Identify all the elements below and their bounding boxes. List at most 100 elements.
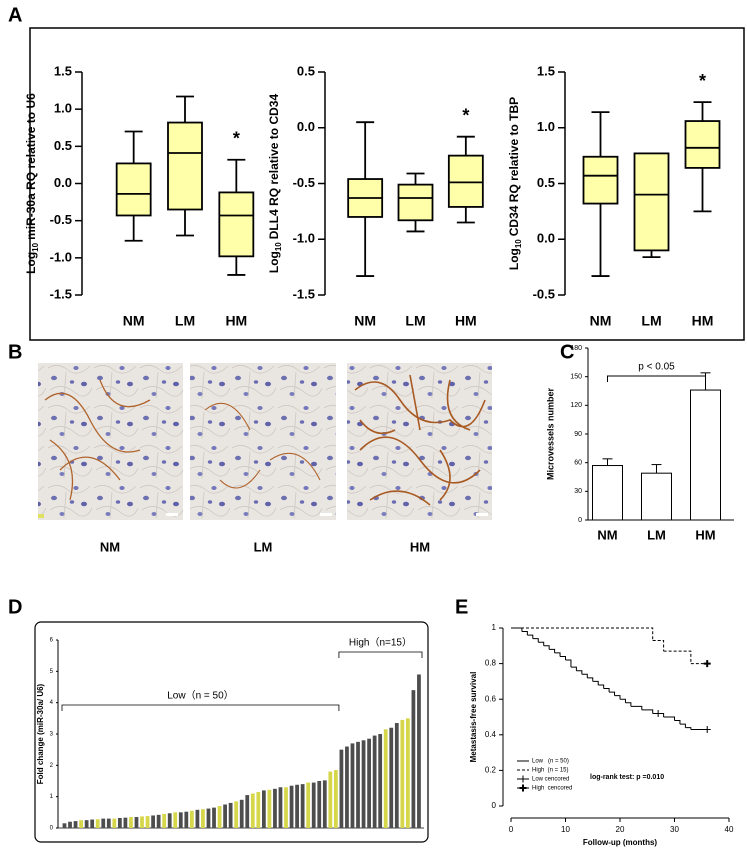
survival-step [620,698,626,703]
bar [322,780,327,828]
survival-step [549,648,556,653]
y-tick-label: 0 [50,826,54,832]
y-axis-label: Microvessels number [545,387,555,480]
y-label-log: Log [507,248,521,270]
micrograph [190,363,336,520]
bar [112,818,117,828]
y-tick-label: 5 [50,669,54,675]
bar [378,734,383,828]
survival-step [565,659,572,668]
x-tick-label: LM [647,527,666,542]
survival-step [609,691,616,696]
bar [184,811,189,828]
y-tick-label: 1 [492,623,497,632]
bar [328,771,333,828]
y-tick-label: -0.5 [50,212,72,227]
bar [217,806,222,828]
significance-mark: * [233,128,240,148]
bar [234,801,239,828]
y-tick-label: 1 [50,794,54,800]
panel-frame [29,27,745,341]
bar [256,791,261,828]
survival-step [652,639,665,652]
bar [350,743,355,828]
bar [212,807,216,828]
bar [372,735,377,828]
bar [117,817,122,828]
y-tick-label: 0.5 [54,138,72,153]
bar [267,789,272,828]
y-tick-label: -1.5 [50,286,72,301]
y-label-text: CD34 RQ relative to TBP [507,97,521,236]
bar [389,727,394,828]
y-label-log: Log [267,251,281,273]
bar [261,790,266,828]
survival-step [543,645,550,650]
y-label-sub: 10 [31,242,40,251]
scale-bar [166,513,178,516]
box [397,183,434,222]
censor-mark [703,725,711,733]
micrographs [38,363,492,520]
micrograph [38,363,183,520]
bar [367,738,371,828]
x-tick-label: 10 [561,825,570,834]
bar [239,799,244,828]
group-bracket [338,651,423,658]
box [115,162,152,217]
box [684,120,721,169]
survival-step [560,655,566,661]
x-tick-label: NM [590,313,612,329]
y-label-sub: 10 [514,239,523,248]
bar [690,389,721,521]
x-tick-label: LM [405,313,425,329]
panel-letter: A [8,4,22,26]
bar [62,823,67,828]
panel-letter: C [560,341,574,363]
significance-bracket [607,375,706,382]
censor-mark [703,660,711,668]
y-tick-label: -1.0 [293,231,315,246]
x-tick-label: HM [695,527,715,542]
panel-frame [34,621,429,843]
image-label: HM [410,539,430,554]
bar [189,810,194,828]
bar [345,746,349,828]
bar [339,749,344,828]
survival-step [581,673,588,678]
y-tick-label: 0 [492,801,497,810]
bar [84,820,89,828]
x-axis-label: Follow-up (months) [583,838,658,847]
vessel [44,379,151,501]
scale-bar [320,513,332,516]
x-tick-label: HM [225,313,247,329]
bar [90,819,95,828]
group-label: Low（n = 50） [167,690,233,702]
y-tick-label: 1.5 [537,63,555,78]
bar [95,819,100,828]
box [633,152,670,252]
y-tick-label: 1.0 [54,101,72,116]
bar [228,802,233,828]
y-tick-label: 0.2 [485,766,497,775]
bar [79,820,83,828]
bar [195,809,200,828]
y-tick-label: 90 [574,431,582,438]
vessel [354,374,486,506]
bar [333,770,338,828]
y-label-log: Log [24,252,38,274]
y-tick-label: 0.4 [485,730,497,739]
legend-label: Low cencored [532,777,569,783]
scale-bar [476,513,488,516]
panel-letter: D [8,596,22,618]
survival-step [674,720,681,725]
y-tick-label: 4 [50,700,54,706]
bar [273,788,277,828]
bar [306,782,311,828]
image-label: LM [254,539,273,554]
y-tick-label: 6 [50,638,54,644]
significance-label: p < 0.05 [638,362,675,373]
survival-step [511,627,654,641]
y-tick-label: 30 [574,488,582,495]
